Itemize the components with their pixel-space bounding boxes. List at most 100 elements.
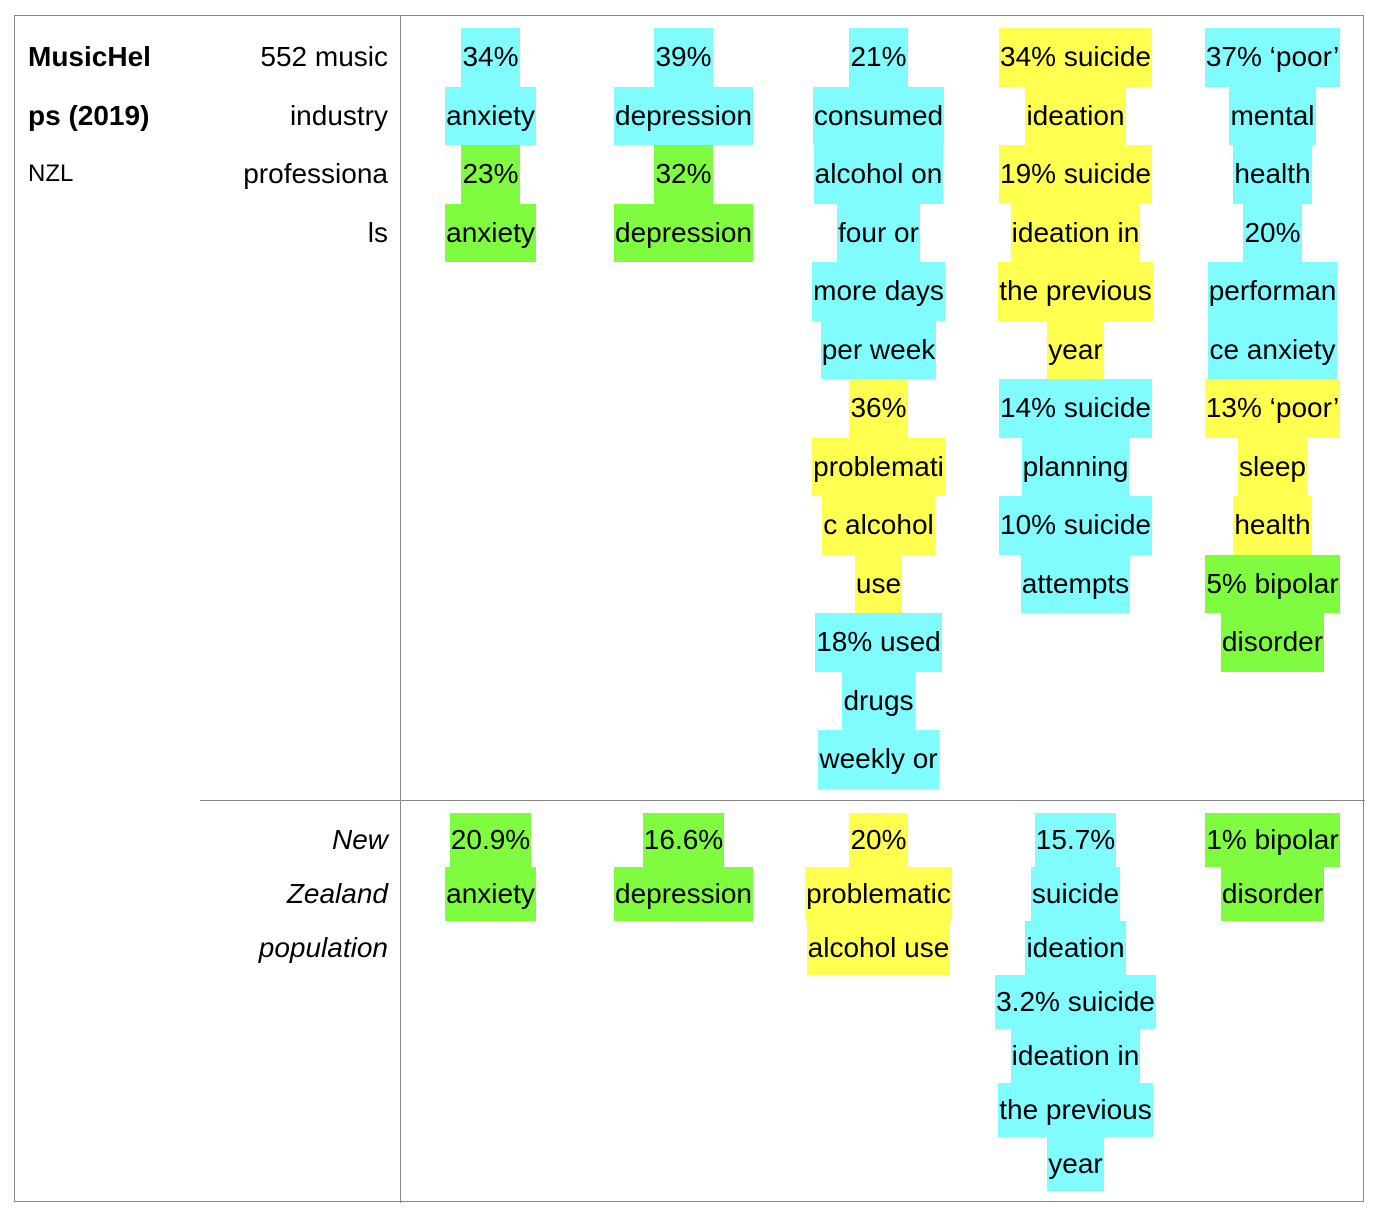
finding-line: c alcohol [780,496,977,555]
study-country: NZL [28,160,74,187]
highlighted-text: 34% [461,28,520,87]
highlighted-text: 16.6% [642,813,725,867]
finding-line: problemati [780,437,977,496]
finding-line: attempts [977,554,1174,613]
column-divider [400,15,401,1203]
highlighted-text: attempts [1020,554,1131,613]
highlighted-text: 36% [849,379,908,438]
highlighted-text: suicide [1030,867,1121,921]
highlighted-text: 20% [1243,203,1302,262]
highlighted-text: 1% bipolar [1205,813,1340,867]
finding-cell: 16.6% depression [585,813,782,921]
highlighted-text: four or [837,203,920,262]
sample-line: ls [367,216,388,248]
finding-line: the previous [977,1083,1174,1137]
highlighted-text: 39% [654,28,713,87]
highlighted-text: use [854,554,903,613]
highlighted-text: weekly or [818,730,939,789]
finding-line: depression [585,867,782,921]
finding-line: health [1174,145,1371,204]
finding-line: problematic [780,867,977,921]
highlighted-text: 3.2% suicide [995,975,1156,1029]
highlighted-text: 21% [849,28,908,87]
highlighted-text: health [1233,496,1312,555]
highlighted-text: the previous [998,1083,1153,1137]
finding-line: 34% suicide [977,28,1174,87]
finding-line: suicide [977,867,1174,921]
finding-line: four or [780,203,977,262]
highlighted-text: problemati [812,437,945,496]
finding-line: 20.9% [392,813,589,867]
finding-line: depression [585,86,782,145]
highlighted-text: the previous [998,262,1153,321]
highlighted-text: disorder [1220,867,1325,921]
finding-line: 37% ‘poor’ [1174,28,1371,87]
sample-cell: New Zealand population [200,813,388,975]
highlighted-text: ideation [1025,921,1126,975]
highlighted-text: anxiety [445,86,536,145]
finding-line: planning [977,437,1174,496]
highlighted-text: problematic [805,867,952,921]
highlighted-text: performan [1207,262,1338,321]
finding-line: ideation [977,86,1174,145]
finding-cell: 20% problematic alcohol use [780,813,977,975]
highlighted-text: 37% ‘poor’ [1204,28,1341,87]
highlighted-text: 5% bipolar [1205,554,1340,613]
highlighted-text: alcohol use [806,921,951,975]
highlighted-text: drugs [842,671,915,730]
highlighted-text: 34% suicide [999,28,1152,87]
finding-line: anxiety [392,203,589,262]
finding-line: sleep [1174,437,1371,496]
highlighted-text: 15.7% [1034,813,1117,867]
finding-line: 10% suicide [977,496,1174,555]
finding-line: mental [1174,86,1371,145]
highlighted-text: depression [614,86,753,145]
highlighted-text: per week [820,320,937,379]
highlighted-text: disorder [1220,613,1325,672]
highlighted-text: ce anxiety [1208,320,1337,379]
finding-line: drugs [780,671,977,730]
finding-line: disorder [1174,867,1371,921]
finding-line: 3.2% suicide [977,975,1174,1029]
finding-line: 39% [585,28,782,87]
highlighted-text: year [1047,320,1104,379]
highlighted-text: anxiety [445,203,536,262]
highlighted-text: sleep [1238,437,1307,496]
highlighted-text: consumed [812,86,945,145]
highlighted-text: 18% used [815,613,942,672]
finding-line: health [1174,496,1371,555]
sample-line: New [331,824,388,855]
finding-line: alcohol on [780,145,977,204]
row-divider [200,800,1365,801]
finding-line: depression [585,203,782,262]
finding-line: 13% ‘poor’ [1174,379,1371,438]
highlighted-text: ideation in [1010,203,1141,262]
finding-cell: 20.9% anxiety [392,813,589,921]
finding-line: the previous [977,262,1174,321]
sample-line: population [258,932,388,963]
highlighted-text: ideation in [1010,1029,1141,1083]
highlighted-text: depression [614,203,753,262]
highlighted-text: 19% suicide [999,145,1152,204]
finding-line: 34% [392,28,589,87]
finding-line: performan [1174,262,1371,321]
finding-cell: 37% ‘poor’ mental health 20% performan ce anx… [1174,28,1371,672]
finding-cell: 21% consumed alcohol on four or more days per… [780,28,977,789]
highlighted-text: 14% suicide [999,379,1152,438]
study-name-line: ps (2019) [28,99,150,131]
finding-line: 5% bipolar [1174,554,1371,613]
finding-cell: 1% bipolar disorder [1174,813,1371,921]
finding-line: 19% suicide [977,145,1174,204]
finding-line: 14% suicide [977,379,1174,438]
finding-cell: 39% depression 32% depression [585,28,782,262]
finding-line: 23% [392,145,589,204]
highlighted-text: 10% suicide [999,496,1152,555]
highlighted-text: depression [614,867,753,921]
finding-line: 32% [585,145,782,204]
finding-line: 1% bipolar [1174,813,1371,867]
finding-line: year [977,320,1174,379]
finding-line: ideation in [977,203,1174,262]
sample-line: 552 music [260,41,388,72]
finding-line: 21% [780,28,977,87]
finding-line: weekly or [780,730,977,789]
